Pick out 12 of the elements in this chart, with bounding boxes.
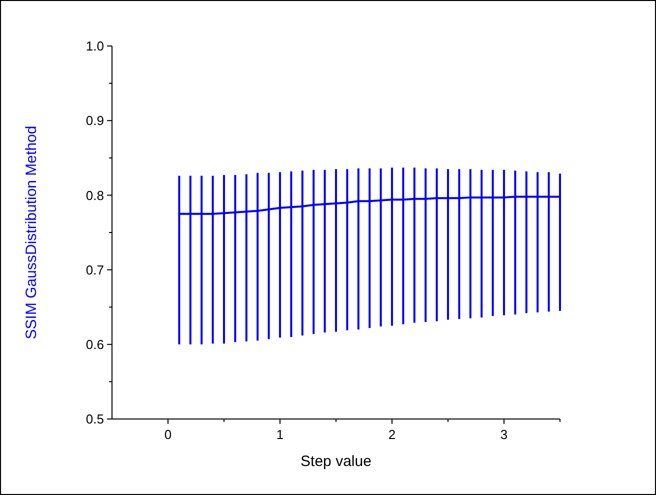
y-tick-label: 0.8 [86,188,104,203]
x-tick-label: 3 [500,427,508,442]
x-tick-label: 2 [388,427,396,442]
y-tick-label: 0.5 [86,412,104,427]
x-tick-label: 1 [276,427,284,442]
y-tick-label: 0.6 [86,336,104,352]
x-tick-label: 0 [164,427,172,442]
y-axis-title: SSIM GaussDistribution Method [23,126,40,340]
y-tick-label: 0.7 [86,262,104,278]
y-tick-label: 1.0 [86,38,104,54]
y-tick-label: 0.9 [86,113,104,128]
x-axis-title: Step value [300,453,372,470]
